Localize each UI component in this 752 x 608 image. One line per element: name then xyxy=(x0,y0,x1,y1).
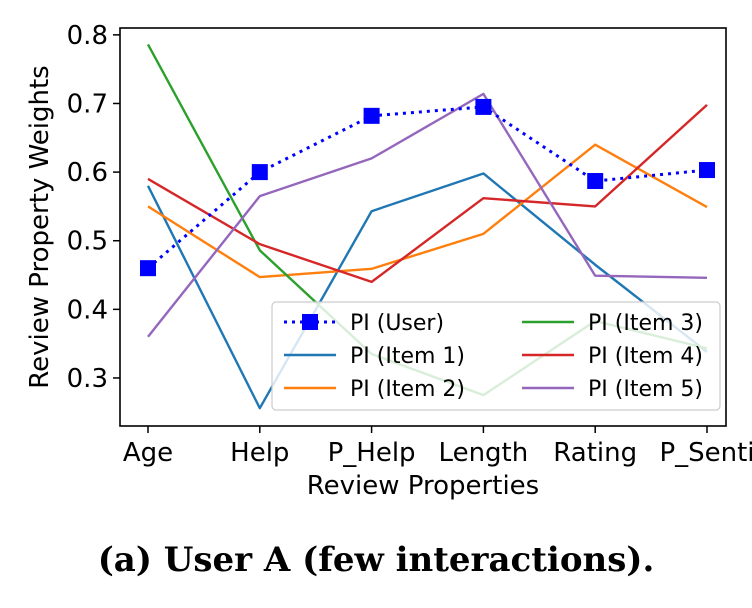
data-point-pi-user xyxy=(587,173,604,190)
data-point-pi-user xyxy=(475,98,492,115)
data-point-pi-user xyxy=(140,260,156,277)
legend-label-pi-item-4: PI (Item 4) xyxy=(588,344,703,369)
series-line-pi-item-1 xyxy=(146,172,708,410)
y-tick-label: 0.7 xyxy=(67,89,108,119)
y-tick-label: 0.3 xyxy=(67,364,108,394)
marker-layer xyxy=(140,98,715,277)
data-point-pi-user xyxy=(251,164,268,181)
y-tick-label: 0.8 xyxy=(67,21,108,51)
line-chart: 0.3 0.4 0.5 0.6 0.7 0.8 Age Help P_Help Length Ra… xyxy=(25,21,752,501)
plot-frame xyxy=(119,27,727,427)
legend-entries: PI (User) PI (Item 1) PI (Item 2) PI (Item … xyxy=(284,311,703,402)
x-tick-label: Help xyxy=(230,438,289,468)
legend-label-pi-user: PI (User) xyxy=(350,311,444,336)
legend-label-pi-item-2: PI (Item 2) xyxy=(350,377,465,402)
x-tick-label: Age xyxy=(123,438,173,468)
x-axis-label: Review Properties xyxy=(307,471,539,501)
y-axis: 0.3 0.4 0.5 0.6 0.7 0.8 xyxy=(67,21,120,394)
series-line-pi-item-5 xyxy=(147,92,708,338)
x-tick-label: Rating xyxy=(553,438,637,468)
legend-marker-pi-user xyxy=(302,314,318,330)
data-point-pi-user xyxy=(699,162,715,179)
series-line-pi-item-2 xyxy=(147,143,708,279)
y-tick-label: 0.5 xyxy=(67,227,108,257)
legend-box xyxy=(271,301,721,411)
figure-caption: (a) User A (few interactions). xyxy=(97,540,655,580)
x-tick-label: P_Help xyxy=(328,438,416,468)
legend-label-pi-item-3: PI (Item 3) xyxy=(588,311,703,336)
x-axis: Age Help P_Help Length Rating P_Senti xyxy=(123,426,752,468)
legend-label-pi-item-5: PI (Item 5) xyxy=(588,377,703,402)
legend-label-pi-item-1: PI (Item 1) xyxy=(350,344,465,369)
x-tick-label: P_Senti xyxy=(659,438,752,468)
legend: PI (User) PI (Item 1) PI (Item 2) PI (Item … xyxy=(271,301,721,411)
series-line-pi-item-4 xyxy=(147,103,708,284)
y-axis-label: Review Property Weights xyxy=(25,65,55,388)
y-tick-label: 0.6 xyxy=(67,158,108,188)
data-point-pi-user xyxy=(363,107,380,124)
series-line-pi-user xyxy=(147,105,708,270)
x-tick-label: Length xyxy=(439,438,529,468)
y-tick-label: 0.4 xyxy=(67,295,108,325)
